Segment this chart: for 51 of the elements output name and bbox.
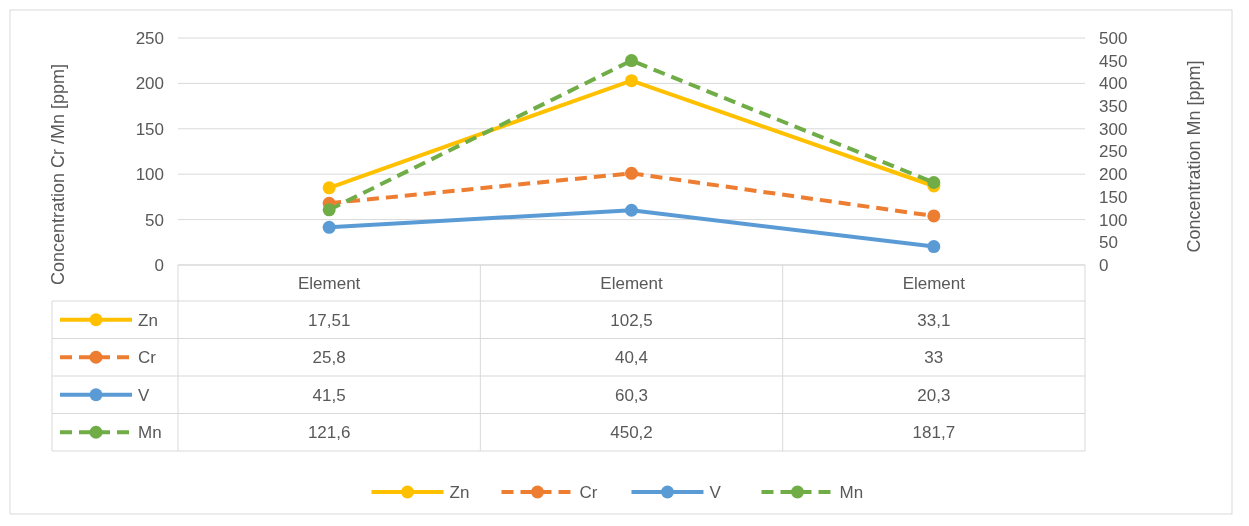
y2-tick-label: 400 [1099,74,1128,94]
point [927,240,941,254]
data-label: 450,2 [610,423,653,443]
legend-label: Zn [138,310,158,330]
y2-tick-label: 0 [1099,255,1109,275]
legend-label: V [138,385,150,405]
x-tick-label: Element [297,273,361,293]
y2-axis-title: Concentration Mn [ppm] [1184,60,1204,253]
point [322,220,336,234]
y2-tick-label: 500 [1099,28,1128,48]
text: 33 [924,348,944,368]
x-tick-label: Element [600,273,663,293]
data-label: 20,3 [917,385,951,405]
y-axis-title: Concentration Cr /Mn [ppm] [48,63,68,286]
data-label: 121,6 [307,423,351,443]
legend-label: Mn [138,423,162,443]
y2-tick-label: 250 [1099,142,1128,162]
x-tick-label: Element [902,273,966,293]
point [625,203,638,217]
y-tick-label: 150 [135,119,164,139]
y2-tick-label: 450 [1099,51,1128,71]
data-label: 60,3 [614,385,649,405]
text: 102,5 [610,310,653,330]
data-label: 181,7 [912,423,956,443]
point [322,181,336,195]
text: Mn [839,482,864,502]
point [927,209,941,223]
y-tick-label: 50 [145,210,164,230]
text: 25,8 [312,348,346,368]
point [625,166,638,180]
y2-tick-label: 300 [1099,119,1128,139]
y2-tick-label: 100 [1099,210,1128,230]
data-label: 41,5 [312,385,346,405]
point [625,54,638,68]
point [322,203,336,217]
text: 33,1 [917,310,951,330]
y2-tick-label: 200 [1099,165,1128,185]
text: V [709,482,721,502]
text: 17,51 [307,310,351,330]
y2-tick-label: 350 [1099,97,1128,117]
y2-tick-label: 50 [1099,233,1118,253]
text: Zn [449,482,470,502]
point [625,74,638,88]
y2-tick-label: 150 [1099,187,1128,207]
text: 40,4 [614,348,649,368]
y-tick-label: 0 [154,255,164,275]
legend-label: Cr [138,348,157,368]
y-tick-label: 250 [135,28,164,48]
y-tick-label: 100 [135,165,164,185]
text: Cr [579,482,598,502]
y-tick-label: 200 [135,74,164,94]
